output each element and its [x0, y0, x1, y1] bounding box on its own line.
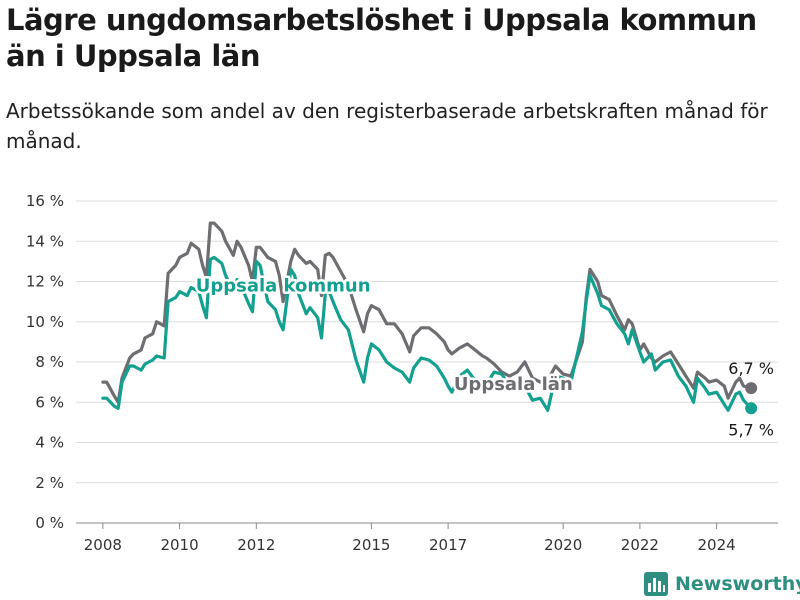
y-tick-label: 2 % [35, 474, 64, 492]
end-point-uppsala-kommun [745, 402, 758, 415]
newsworthy-logo: Newsworthy [644, 569, 800, 599]
y-axis: 0 % 2 % 4 % 6 % 8 % 10 % 12 % 14 % 16 % [26, 192, 64, 532]
brand-name: Newsworthy [675, 573, 800, 595]
x-tick-label: 2015 [352, 536, 390, 554]
x-tick-label: 2024 [698, 536, 736, 554]
y-tick-label: 0 % [35, 514, 64, 532]
x-tick-label: 2022 [621, 536, 659, 554]
x-tick-label: 2020 [544, 536, 582, 554]
chart-subtitle: Arbetssökande som andel av den registerb… [6, 99, 768, 153]
series-label: Uppsala län [454, 374, 573, 395]
y-tick-label: 12 % [26, 273, 64, 291]
bar-chart-icon [644, 572, 668, 596]
x-axis: 2008 2010 2012 2015 2017 2020 2022 2024 [84, 523, 736, 554]
series-label: Uppsala kommun [196, 276, 371, 297]
series-line-uppsala-lan [101, 221, 753, 404]
x-tick-label: 2010 [160, 536, 198, 554]
y-tick-label: 16 % [26, 192, 64, 210]
chart-title: Lägre ungdomsarbetslöshet i Uppsala komm… [6, 3, 757, 73]
y-gridlines [76, 200, 778, 524]
series-label-halo: Uppsala län [454, 374, 573, 395]
end-value-label: 5,7 % [728, 420, 774, 439]
end-value-label: 6,7 % [728, 359, 774, 378]
series-label-halo: Uppsala kommun [196, 276, 371, 297]
y-tick-label: 8 % [35, 353, 64, 371]
x-tick-label: 2008 [84, 536, 122, 554]
y-tick-label: 14 % [26, 232, 64, 250]
series-lines [101, 221, 758, 415]
y-tick-label: 4 % [35, 434, 64, 452]
x-tick-label: 2012 [237, 536, 275, 554]
series-line-uppsala-kommun [101, 255, 753, 412]
y-tick-label: 10 % [26, 313, 64, 331]
y-tick-label: 6 % [35, 393, 64, 411]
end-point-uppsala-lan [745, 382, 758, 395]
x-tick-label: 2017 [429, 536, 467, 554]
